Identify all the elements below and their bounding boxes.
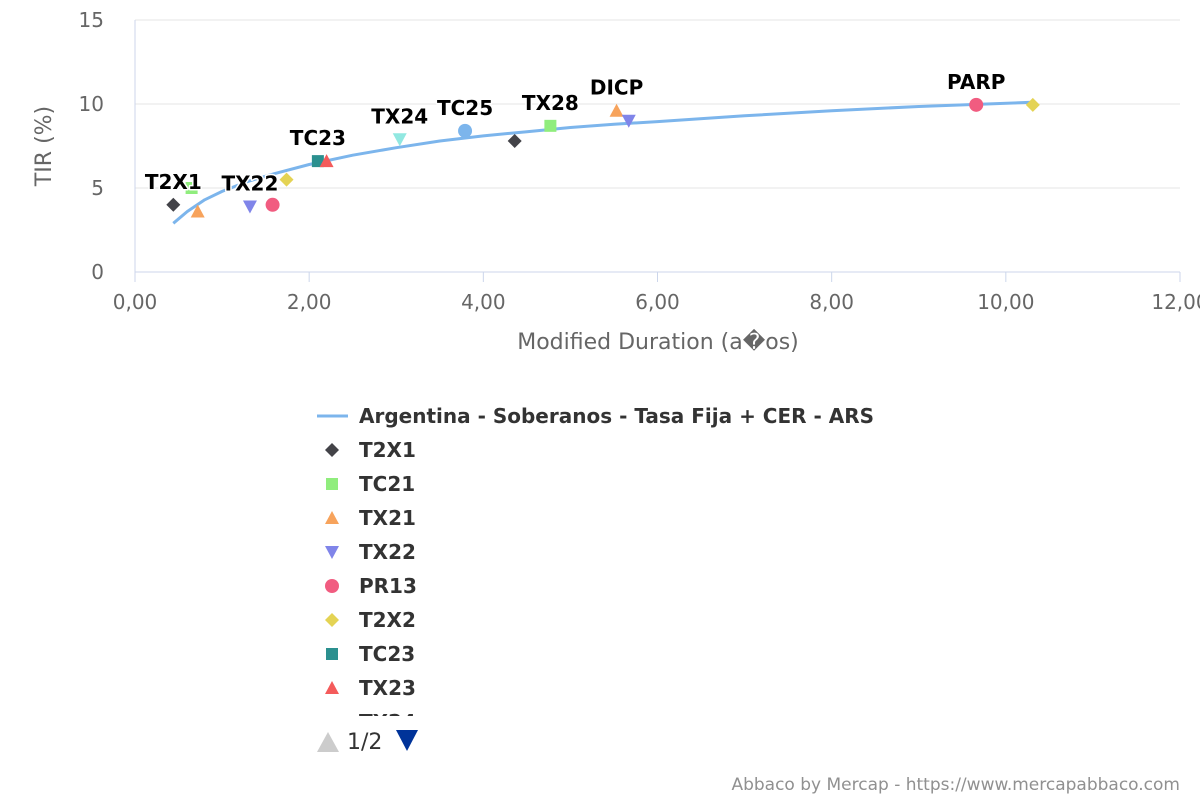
axes: 0,00 2,00 4,00 6,00 8,00 10,00 12,00 0 5 10 15: [79, 8, 1200, 314]
x-axis-title: Modified Duration (a�os): [517, 328, 799, 355]
legend-item-t2x1[interactable]: T2X1: [325, 438, 416, 462]
legend-label: Argentina - Soberanos - Tasa Fija + CER …: [359, 404, 874, 428]
x-tick-label: 0,00: [113, 290, 158, 314]
point-label-dicp: DICP: [590, 76, 643, 100]
point-label-tc23: TC23: [290, 126, 346, 150]
legend-symbol: [325, 613, 339, 627]
legend-pager: 1/2: [317, 730, 418, 755]
legend-item-tx21[interactable]: TX21: [325, 506, 416, 530]
legend-item-argentina-soberanos-tasa-fija-cer-ars[interactable]: Argentina - Soberanos - Tasa Fija + CER …: [317, 404, 874, 428]
y-tick-label: 10: [79, 92, 104, 116]
x-tick-label: 2,00: [287, 290, 332, 314]
legend-symbol: [326, 648, 338, 660]
point-pr13[interactable]: [265, 197, 280, 212]
legend-item-tc21[interactable]: TC21: [326, 472, 415, 496]
legend-symbol: [325, 511, 339, 524]
legend-label: TX22: [359, 540, 416, 564]
legend-item-t2x2[interactable]: T2X2: [325, 608, 416, 632]
legend-symbol: [325, 681, 339, 694]
arrow-up-icon[interactable]: [317, 732, 339, 752]
point-label-tx22: TX22: [221, 171, 278, 195]
point-label-t2x1: T2X1: [145, 170, 202, 194]
legend-label: PR13: [359, 574, 417, 598]
point-tc21[interactable]: [185, 182, 198, 194]
point-label-tx24: TX24: [371, 104, 428, 128]
points-layer: [166, 97, 1040, 218]
legend-symbol: [326, 478, 338, 490]
legend-symbol: [325, 443, 339, 457]
point-label-tc25: TC25: [437, 96, 493, 120]
y-axis-title: TIR (%): [32, 106, 57, 187]
legend-label: TC21: [359, 472, 415, 496]
x-tick-label: 6,00: [635, 290, 680, 314]
x-tick-label: 4,00: [461, 290, 506, 314]
legend-symbol: [325, 579, 339, 593]
point-parp[interactable]: [969, 97, 984, 112]
legend-item-tc23[interactable]: TC23: [326, 642, 415, 666]
trend-curve[interactable]: [172, 100, 1033, 225]
legend-label: TC23: [359, 642, 415, 666]
point-t2x1[interactable]: [166, 197, 181, 212]
x-tick-label: 12,00: [1151, 290, 1200, 314]
arrow-down-icon[interactable]: [396, 730, 418, 751]
legend-label: T2X1: [359, 438, 416, 462]
trend-curve-layer: [172, 100, 1033, 225]
point-tx28[interactable]: [544, 119, 557, 132]
point-tx21[interactable]: [190, 204, 205, 218]
legend-clip-mask: [312, 716, 912, 730]
legend: Argentina - Soberanos - Tasa Fija + CER …: [312, 404, 912, 734]
legend-label: TX23: [359, 676, 416, 700]
point-t2x5[interactable]: [1025, 97, 1040, 112]
y-tick-label: 15: [79, 8, 104, 32]
point-tx23[interactable]: [319, 154, 334, 168]
legend-label: T2X2: [359, 608, 416, 632]
point-label-tx28: TX28: [522, 91, 579, 115]
point-cuap[interactable]: [621, 114, 636, 128]
x-tick-label: 10,00: [977, 290, 1034, 314]
point-t2x4[interactable]: [507, 133, 522, 148]
legend-page-indicator: 1/2: [347, 730, 382, 755]
point-t2x2[interactable]: [279, 172, 294, 187]
point-label-parp: PARP: [947, 70, 1005, 94]
point-labels-layer: T2X1 TX22 TC23 TX24 TC25 TX28 DICP PARP: [143, 68, 1007, 197]
legend-symbol: [325, 546, 339, 559]
legend-item-tx22[interactable]: TX22: [325, 540, 416, 564]
legend-item-tx23[interactable]: TX23: [325, 676, 416, 700]
point-tc23[interactable]: [311, 155, 324, 168]
point-dicp[interactable]: [609, 103, 624, 117]
legend-label: TX21: [359, 506, 416, 530]
credits-link[interactable]: Abbaco by Mercap - https://www.mercapabb…: [731, 775, 1180, 795]
point-tx24[interactable]: [392, 133, 407, 147]
point-tc25[interactable]: [458, 123, 473, 138]
x-tick-label: 8,00: [809, 290, 854, 314]
y-tick-label: 5: [91, 176, 104, 200]
point-tx22[interactable]: [242, 200, 257, 214]
y-tick-label: 0: [91, 260, 104, 284]
legend-item-pr13[interactable]: PR13: [325, 574, 417, 598]
